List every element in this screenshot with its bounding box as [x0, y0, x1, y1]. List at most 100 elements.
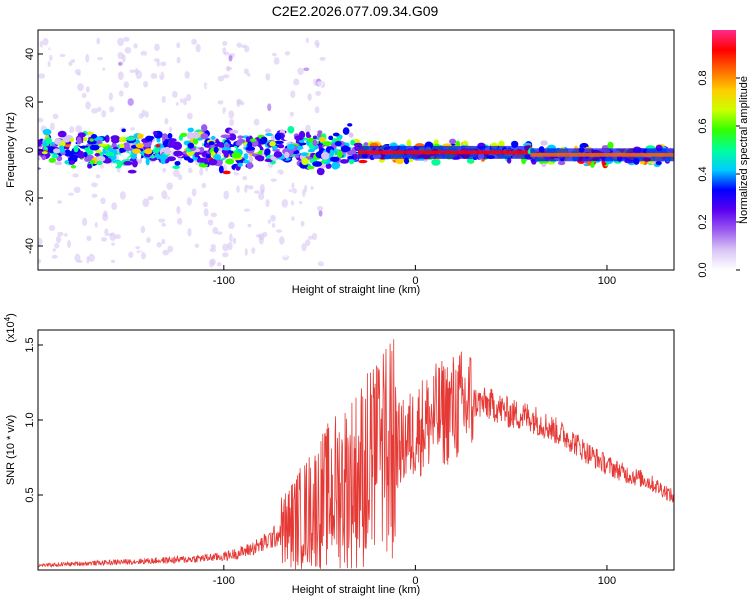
spectrogram-speck — [244, 185, 248, 193]
spectrogram-speck — [109, 232, 116, 242]
spectrogram-blob — [127, 169, 137, 174]
spectrogram-speck — [212, 226, 219, 235]
spectrogram-speck — [59, 53, 66, 58]
spectrogram-speck — [291, 216, 295, 221]
spectrogram-speck — [160, 61, 167, 67]
snr-line — [38, 339, 674, 570]
spectrogram-speck — [161, 95, 166, 104]
spectrogram-blob — [201, 124, 208, 132]
spectrogram-blob — [312, 161, 323, 167]
spectrogram-blob — [329, 149, 335, 157]
spectrogram-blob — [167, 138, 177, 143]
spectrogram-speck — [313, 72, 321, 76]
spectrogram-speck — [154, 43, 160, 52]
spectrogram-speck — [67, 240, 72, 249]
spectrogram-speck — [307, 93, 312, 101]
spectrogram-speck — [209, 247, 217, 253]
spectrogram-blob — [242, 160, 250, 164]
spectrogram-speck — [205, 84, 210, 89]
spectrogram-blob — [51, 154, 59, 159]
spectrogram-speck — [176, 217, 183, 225]
spectrogram-blob — [590, 161, 595, 168]
spectrogram-speck — [85, 86, 90, 93]
spectrogram-speck — [267, 103, 272, 112]
spectrogram-speck — [301, 243, 307, 252]
spectrogram-blob — [274, 132, 282, 141]
spectrogram-speck — [140, 50, 148, 57]
spectrogram-speck — [96, 56, 104, 61]
spectrogram-speck — [48, 225, 56, 232]
spectrogram-speck — [236, 98, 242, 105]
spectrogram-speck — [314, 106, 320, 114]
spectrogram-blob — [306, 165, 315, 170]
spectrogram-speck — [38, 117, 44, 123]
spectrogram-speck — [302, 197, 307, 202]
spectrogram-speck — [119, 191, 126, 200]
spectrogram-speck — [141, 252, 146, 260]
spectrogram-speck — [162, 167, 167, 173]
spectrogram-speck — [187, 176, 193, 181]
colorbar-tick-label: 0.0 — [697, 262, 709, 277]
spectrogram-speck — [222, 47, 227, 55]
x-tick-label: 0 — [412, 575, 418, 587]
spectrogram-speck — [316, 206, 324, 211]
spectrogram-blob — [105, 152, 115, 157]
spectrogram-y-ticks: -40 -20 0 20 40 — [24, 48, 43, 254]
spectrogram-blob — [187, 127, 194, 133]
spectrogram-blob — [125, 136, 136, 141]
spectrogram-blob — [224, 143, 231, 148]
spectrogram-blob — [277, 144, 285, 149]
spectrogram-speck — [304, 184, 308, 193]
y-tick-label: 0 — [24, 147, 36, 153]
spectrogram-speck — [81, 217, 88, 227]
spectrogram-speck — [46, 51, 50, 57]
spectrogram-speck — [91, 193, 98, 198]
spectrogram-speck — [118, 90, 124, 97]
spectrogram-speck — [51, 254, 58, 259]
snr-x-label: Height of straight line (km) — [292, 584, 420, 596]
spectrogram-blob — [41, 155, 47, 161]
spectrogram-speck — [265, 73, 271, 81]
spectrogram-speck — [186, 94, 192, 102]
spectrogram-speck — [202, 201, 208, 208]
spectrogram-speck — [47, 32, 54, 41]
spectrogram-speck — [217, 100, 224, 105]
y-tick-label: 40 — [24, 48, 36, 60]
x-tick-label: -100 — [213, 575, 235, 587]
spectrogram-speck — [124, 46, 132, 54]
spectrogram-panel: -100 0 100 -40 -20 0 20 40 Height of straight … — [5, 29, 675, 296]
spectrogram-speck — [256, 211, 260, 216]
colorbar-gradient — [712, 30, 736, 270]
spectrogram-speck — [243, 208, 250, 212]
spectrogram-blob — [145, 157, 150, 166]
y-tick-label: -20 — [24, 190, 36, 206]
spectrogram-speck — [68, 61, 73, 66]
spectrogram-blob — [136, 153, 142, 160]
spectrogram-speck — [165, 196, 169, 205]
spectrogram-blob — [203, 158, 208, 165]
spectrogram-blob — [43, 146, 48, 151]
spectrogram-speck — [74, 253, 81, 263]
spectrogram-blob — [353, 142, 363, 147]
spectrogram-blob — [104, 135, 110, 143]
spectrogram-speck — [171, 90, 178, 99]
spectrogram-blob — [45, 137, 52, 144]
spectrogram-speck — [299, 200, 303, 205]
spectrogram-blob — [466, 157, 474, 164]
spectrogram-speck — [176, 42, 181, 49]
spectrogram-blob — [167, 143, 177, 148]
spectrogram-blob — [54, 161, 63, 166]
spectrogram-blob — [348, 132, 354, 138]
spectrogram-speck — [169, 126, 173, 133]
spectrogram-speck — [195, 43, 201, 53]
spectrogram-blob — [264, 128, 272, 133]
spectrogram-speck — [222, 74, 230, 79]
spectrogram-speck — [293, 78, 300, 86]
spectrogram-speck — [129, 69, 136, 73]
spectrogram-blob — [236, 138, 246, 144]
spectrogram-blob — [431, 158, 441, 166]
spectrogram-blob — [187, 142, 195, 149]
spectrogram-blob — [363, 142, 369, 146]
spectrogram-speck — [55, 235, 62, 244]
spectrogram-speck — [85, 53, 90, 63]
